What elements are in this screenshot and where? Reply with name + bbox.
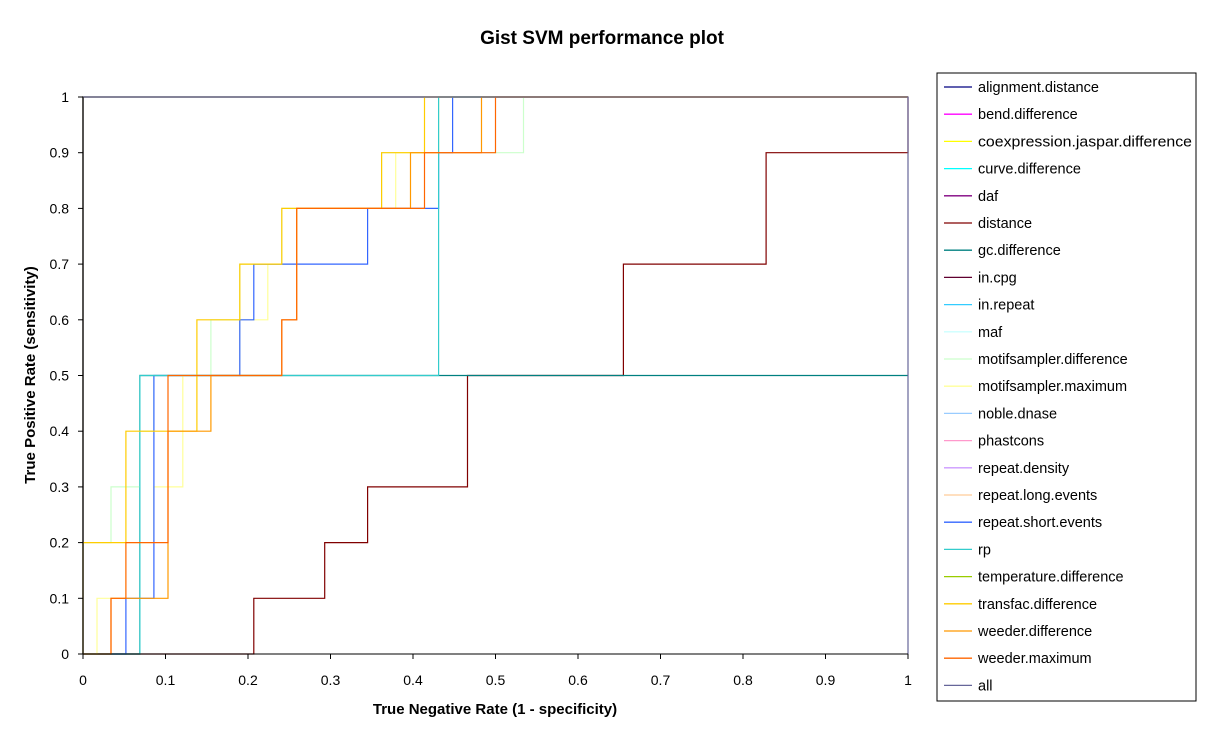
legend-entry: noble.dnase	[944, 406, 1057, 422]
legend: alignment.distance bend.difference coexpre…	[936, 72, 1197, 702]
legend-entry: alignment.distance	[944, 80, 1099, 96]
series-line-distance	[83, 97, 909, 655]
legend-label: in.repeat	[978, 298, 1034, 314]
legend-label: motifsampler.maximum	[978, 379, 1127, 395]
legend-entry: repeat.short.events	[944, 515, 1102, 531]
y-tick-label: 0.5	[50, 368, 70, 384]
y-tick-label: 0.2	[50, 535, 70, 551]
x-tick-label: 0.1	[156, 672, 176, 688]
y-axis-label: True Positive Rate (sensitivity)	[22, 266, 39, 484]
series-line-weeder-maximum	[83, 96, 908, 655]
legend-label: noble.dnase	[978, 406, 1057, 422]
x-tick-label: 0.2	[238, 672, 258, 688]
legend-entry: phastcons	[944, 434, 1044, 450]
legend-label: motifsampler.difference	[978, 352, 1128, 368]
legend-label: repeat.short.events	[978, 515, 1102, 531]
x-tick-label: 0.6	[568, 672, 588, 688]
legend-entry: weeder.difference	[944, 624, 1092, 640]
legend-label: phastcons	[978, 434, 1044, 450]
legend-entry: coexpression.jaspar.difference	[944, 134, 1192, 150]
y-tick-label: 0.6	[50, 312, 70, 328]
legend-entry: maf	[944, 325, 1003, 341]
legend-entry: distance	[944, 216, 1032, 232]
x-tick-label: 0.5	[486, 672, 506, 688]
legend-label: distance	[978, 216, 1032, 232]
series-layer	[82, 96, 909, 655]
series-line-motifsampler-difference	[83, 97, 525, 544]
y-tick-label: 0.1	[50, 590, 70, 606]
legend-entry: bend.difference	[944, 107, 1078, 123]
series-line-transfac-difference	[82, 96, 908, 654]
legend-entry: weeder.maximum	[944, 651, 1092, 667]
x-tick-label: 1	[904, 672, 912, 688]
y-tick-label: 0.9	[50, 145, 70, 161]
legend-label: curve.difference	[978, 162, 1081, 178]
legend-entry: curve.difference	[944, 162, 1081, 178]
chart-title: Gist SVM performance plot	[480, 28, 725, 49]
y-tick-label: 0	[61, 646, 69, 662]
y-axis-ticks: 0 0.1 0.2 0.3 0.4 0.5 0.6 0.7 0.8 0.9 1	[50, 89, 83, 662]
x-axis-ticks: 0 0.1 0.2 0.3 0.4 0.5 0.6 0.7 0.8 0.9 1	[79, 654, 912, 688]
legend-entry: motifsampler.maximum	[944, 379, 1127, 395]
legend-entry: temperature.difference	[944, 570, 1124, 586]
x-tick-label: 0.3	[321, 672, 341, 688]
y-tick-label: 0.8	[50, 200, 70, 216]
x-tick-label: 0.9	[816, 672, 836, 688]
legend-entry: in.cpg	[944, 270, 1017, 286]
y-tick-label: 1	[61, 89, 69, 105]
legend-label: temperature.difference	[978, 570, 1124, 586]
legend-label: all	[978, 678, 993, 694]
x-axis-label: True Negative Rate (1 - specificity)	[373, 701, 617, 718]
legend-entry: gc.difference	[944, 243, 1061, 259]
x-tick-label: 0	[79, 672, 87, 688]
x-tick-label: 0.4	[403, 672, 423, 688]
legend-entry: motifsampler.difference	[944, 352, 1128, 368]
legend-label: daf	[978, 189, 999, 205]
legend-label: transfac.difference	[978, 597, 1097, 613]
legend-label: alignment.distance	[978, 80, 1099, 96]
y-tick-label: 0.4	[50, 423, 70, 439]
legend-label: bend.difference	[978, 107, 1078, 123]
legend-entry: transfac.difference	[944, 597, 1097, 613]
legend-entry: daf	[944, 189, 999, 205]
legend-label: repeat.long.events	[978, 488, 1097, 504]
legend-label: rp	[978, 542, 991, 558]
y-tick-label: 0.7	[50, 256, 70, 272]
legend-label: maf	[978, 325, 1003, 341]
legend-label: repeat.density	[978, 461, 1070, 477]
x-tick-label: 0.7	[651, 672, 671, 688]
legend-label: coexpression.jaspar.difference	[978, 134, 1192, 150]
legend-entry: repeat.long.events	[944, 488, 1097, 504]
legend-entry: rp	[944, 542, 991, 558]
x-tick-label: 0.8	[733, 672, 753, 688]
series-line-gc-difference	[83, 374, 908, 655]
legend-entry: all	[944, 678, 993, 694]
legend-items: alignment.distance bend.difference coexpre…	[944, 80, 1192, 694]
legend-label: weeder.maximum	[977, 651, 1092, 667]
legend-entry: in.repeat	[944, 298, 1034, 314]
y-tick-label: 0.3	[50, 479, 70, 495]
legend-label: in.cpg	[978, 270, 1017, 286]
legend-label: weeder.difference	[977, 624, 1092, 640]
legend-label: gc.difference	[978, 243, 1061, 259]
legend-entry: repeat.density	[944, 461, 1070, 477]
legend-box	[936, 72, 1197, 702]
